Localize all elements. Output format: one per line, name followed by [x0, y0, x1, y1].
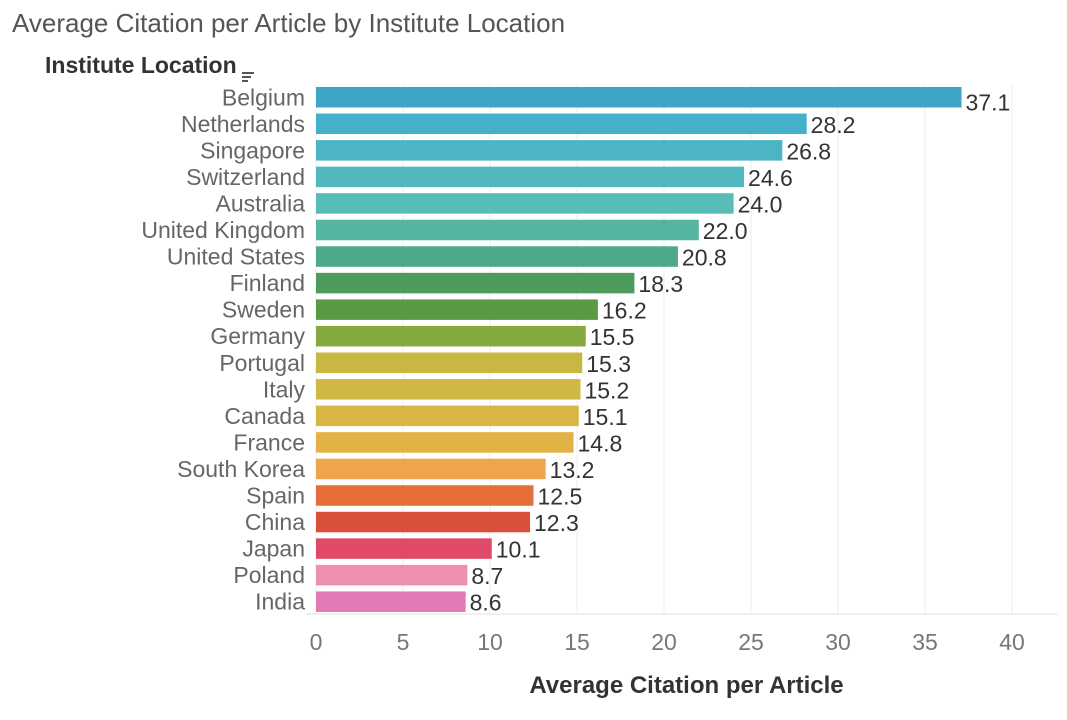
bar-germany[interactable]: [316, 325, 586, 347]
value-label: 28.2: [811, 112, 856, 138]
x-axis-ticks: 0 5 10 15 20 25 30 35 40: [310, 629, 1025, 655]
value-label: 16.2: [602, 298, 647, 324]
category-label: Spain: [246, 483, 305, 509]
x-axis-title-wrap: Average Citation per Article: [0, 672, 1067, 700]
bar-italy[interactable]: [316, 379, 581, 400]
value-label: 12.3: [534, 510, 579, 536]
bar-belgium[interactable]: [316, 87, 962, 108]
category-label: Portugal: [219, 350, 305, 376]
category-label: Poland: [233, 562, 305, 588]
x-axis-title: Average Citation per Article: [529, 672, 844, 699]
x-tick-label: 5: [397, 629, 410, 655]
page-title: Average Citation per Article by Institut…: [12, 8, 566, 38]
value-label: 18.3: [638, 271, 683, 297]
bar-united-kingdom[interactable]: [316, 219, 699, 241]
category-label: Japan: [242, 536, 305, 562]
value-label: 26.8: [786, 138, 831, 164]
y-axis-header[interactable]: Institute Location: [45, 52, 255, 82]
bar-switzerland[interactable]: [316, 166, 745, 188]
category-label: Sweden: [222, 297, 305, 323]
bar-finland[interactable]: [316, 272, 635, 294]
x-tick-label: 0: [310, 629, 323, 655]
category-label: Singapore: [200, 137, 305, 163]
bar-france[interactable]: [316, 432, 574, 453]
bar-india[interactable]: [316, 591, 466, 612]
category-label: Belgium: [222, 84, 305, 110]
category-label: Australia: [216, 190, 306, 216]
bar-sweden[interactable]: [316, 299, 598, 320]
category-label: Finland: [230, 270, 305, 296]
x-tick-label: 40: [999, 629, 1025, 655]
category-label: Netherlands: [181, 111, 305, 137]
bar-canada[interactable]: [316, 405, 579, 427]
value-label: 13.2: [550, 457, 595, 483]
category-label: Italy: [263, 376, 306, 402]
y-axis-header-label: Institute Location: [45, 52, 237, 78]
value-labels: 37.1 28.226.824.624.022.020.818.316.215.5…: [470, 89, 1011, 615]
x-tick-label: 30: [825, 629, 851, 655]
x-tick-label: 35: [912, 629, 938, 655]
bar-singapore[interactable]: [316, 140, 783, 161]
value-label: 8.7: [471, 563, 503, 589]
value-label: 15.5: [590, 324, 635, 350]
x-tick-label: 20: [651, 629, 677, 655]
bar-china[interactable]: [316, 511, 531, 533]
category-label: Canada: [224, 403, 305, 429]
x-tick-label: 25: [738, 629, 764, 655]
bar-netherlands[interactable]: [316, 113, 807, 135]
category-labels: BelgiumNetherlandsSingaporeSwitzerlandAu…: [141, 84, 305, 614]
sort-descending-icon[interactable]: [241, 62, 255, 82]
value-label: 15.2: [584, 377, 629, 403]
category-label: India: [255, 589, 305, 615]
grid-lines: [306, 84, 1058, 615]
category-label: France: [233, 429, 305, 455]
value-label: 14.8: [578, 430, 623, 456]
bar-united-states[interactable]: [316, 246, 678, 267]
value-label: 24.6: [748, 165, 793, 191]
category-label: South Korea: [177, 456, 305, 482]
bars: [316, 87, 962, 612]
bar-australia[interactable]: [316, 193, 734, 214]
value-label: 15.1: [583, 404, 628, 430]
bar-poland[interactable]: [316, 564, 468, 586]
category-label: United States: [167, 244, 305, 270]
bar-south-korea[interactable]: [316, 458, 546, 480]
value-label: 12.5: [538, 484, 583, 510]
x-tick-label: 10: [477, 629, 503, 655]
value-label: 10.1: [496, 537, 541, 563]
category-label: China: [245, 509, 305, 535]
bar-japan[interactable]: [316, 538, 492, 559]
value-label: 20.8: [682, 245, 727, 271]
value-label: 15.3: [586, 351, 631, 377]
value-label: 8.6: [470, 590, 502, 616]
bar-spain[interactable]: [316, 485, 534, 506]
x-tick-label: 15: [564, 629, 590, 655]
category-label: Switzerland: [186, 164, 305, 190]
category-label: Germany: [210, 323, 305, 349]
value-label: 22.0: [703, 218, 748, 244]
value-label: 37.1: [966, 89, 1011, 115]
value-label: 24.0: [738, 191, 783, 217]
bar-portugal[interactable]: [316, 352, 583, 374]
category-label: United Kingdom: [141, 217, 305, 243]
